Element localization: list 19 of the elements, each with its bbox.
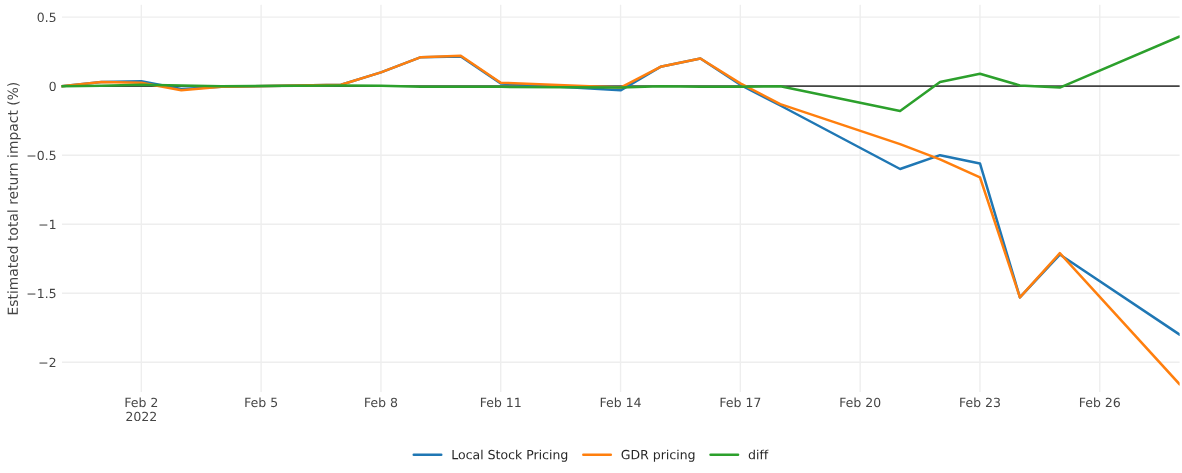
y-tick-label: −1.5	[27, 288, 56, 299]
x-tick-label: Feb 17	[720, 397, 761, 408]
x-tick-label: Feb 14	[600, 397, 641, 408]
x-tick-label: Feb 26	[1079, 397, 1120, 408]
legend-label: Local Stock Pricing	[452, 449, 568, 462]
x-tick-label: Feb 11	[480, 397, 521, 408]
legend-label: GDR pricing	[621, 449, 695, 462]
y-tick-label: 0	[49, 81, 56, 92]
y-tick-label: −2	[39, 357, 56, 367]
y-axis-title: Estimated total return impact (%)	[7, 82, 21, 315]
x-tick-label: Feb 2 2022	[125, 397, 158, 422]
x-tick-label: Feb 5	[245, 397, 278, 408]
y-tick-label: −1	[39, 219, 56, 229]
x-tick-label: Feb 20	[840, 397, 881, 408]
x-tick-label: Feb 23	[960, 397, 1000, 408]
legend-label: diff	[748, 449, 769, 460]
x-tick-label: Feb 8	[365, 397, 398, 408]
y-tick-label: 0.5	[37, 12, 56, 23]
y-tick-label: −0.5	[27, 150, 56, 161]
